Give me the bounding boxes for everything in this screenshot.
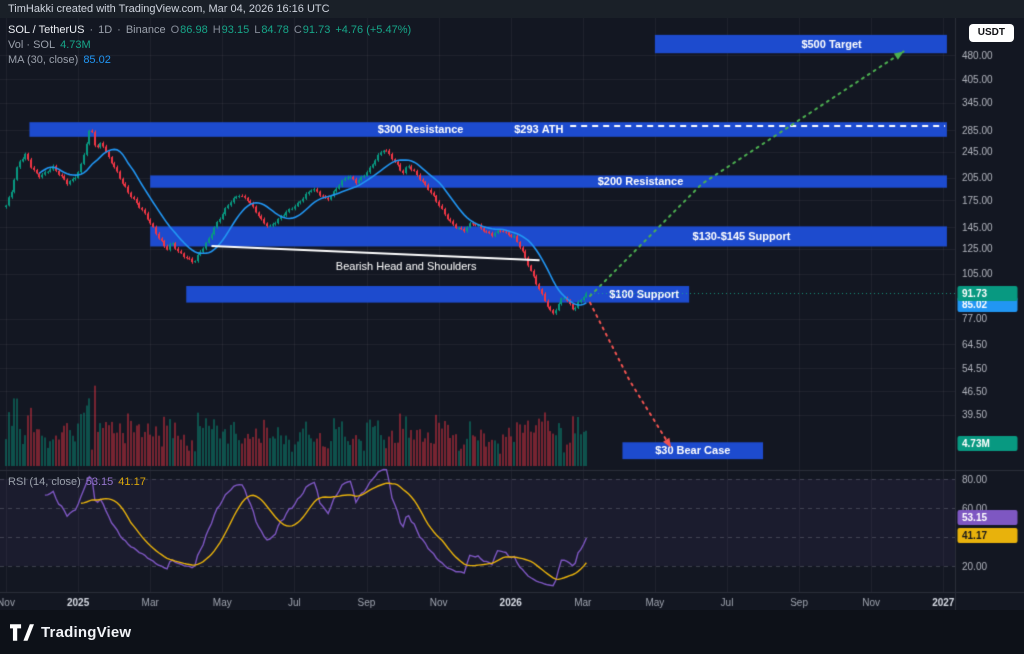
low-value: L 84.78 xyxy=(254,23,289,36)
ma-value: 85.02 xyxy=(83,53,111,66)
ma-row[interactable]: MA (30, close) 85.02 xyxy=(8,52,411,67)
attribution-bar: TimHakki created with TradingView.com, M… xyxy=(0,0,1024,18)
volume-row[interactable]: Vol · SOL 4.73M xyxy=(8,37,411,52)
change-value: +4.76 (+5.47%) xyxy=(335,23,412,36)
price-chart-canvas[interactable] xyxy=(0,18,1024,610)
symbol-row[interactable]: SOL / TetherUS · 1D · Binance O 86.98 H … xyxy=(8,22,411,37)
high-value: H 93.15 xyxy=(212,23,250,36)
currency-toggle-button[interactable]: USDT xyxy=(968,24,1014,42)
separator-dot: · xyxy=(117,23,121,36)
rsi-ma-value: 41.17 xyxy=(118,475,146,488)
tradingview-logo-icon[interactable] xyxy=(10,623,34,641)
close-value: C 91.73 xyxy=(293,23,331,36)
volume-value: 4.73M xyxy=(60,38,91,51)
volume-label: Vol · SOL xyxy=(8,38,56,51)
ticker-symbol[interactable]: SOL / TetherUS xyxy=(8,23,85,36)
ma-label: MA (30, close) xyxy=(8,53,79,66)
footer-bar: TradingView xyxy=(0,610,1024,654)
attribution-text: TimHakki created with TradingView.com, M… xyxy=(8,3,330,15)
chart-legend: SOL / TetherUS · 1D · Binance O 86.98 H … xyxy=(8,22,411,67)
rsi-value: 53.15 xyxy=(85,475,114,488)
open-value: O 86.98 xyxy=(170,23,208,36)
exchange-label: Binance xyxy=(125,23,166,36)
chart-area: SOL / TetherUS · 1D · Binance O 86.98 H … xyxy=(0,18,1024,610)
separator-dot: · xyxy=(89,23,94,36)
tradingview-wordmark[interactable]: TradingView xyxy=(41,623,132,641)
rsi-label: RSI (14, close) xyxy=(8,475,81,488)
interval-label[interactable]: 1D xyxy=(98,23,113,36)
rsi-legend[interactable]: RSI (14, close) 53.15 41.17 xyxy=(8,474,146,489)
